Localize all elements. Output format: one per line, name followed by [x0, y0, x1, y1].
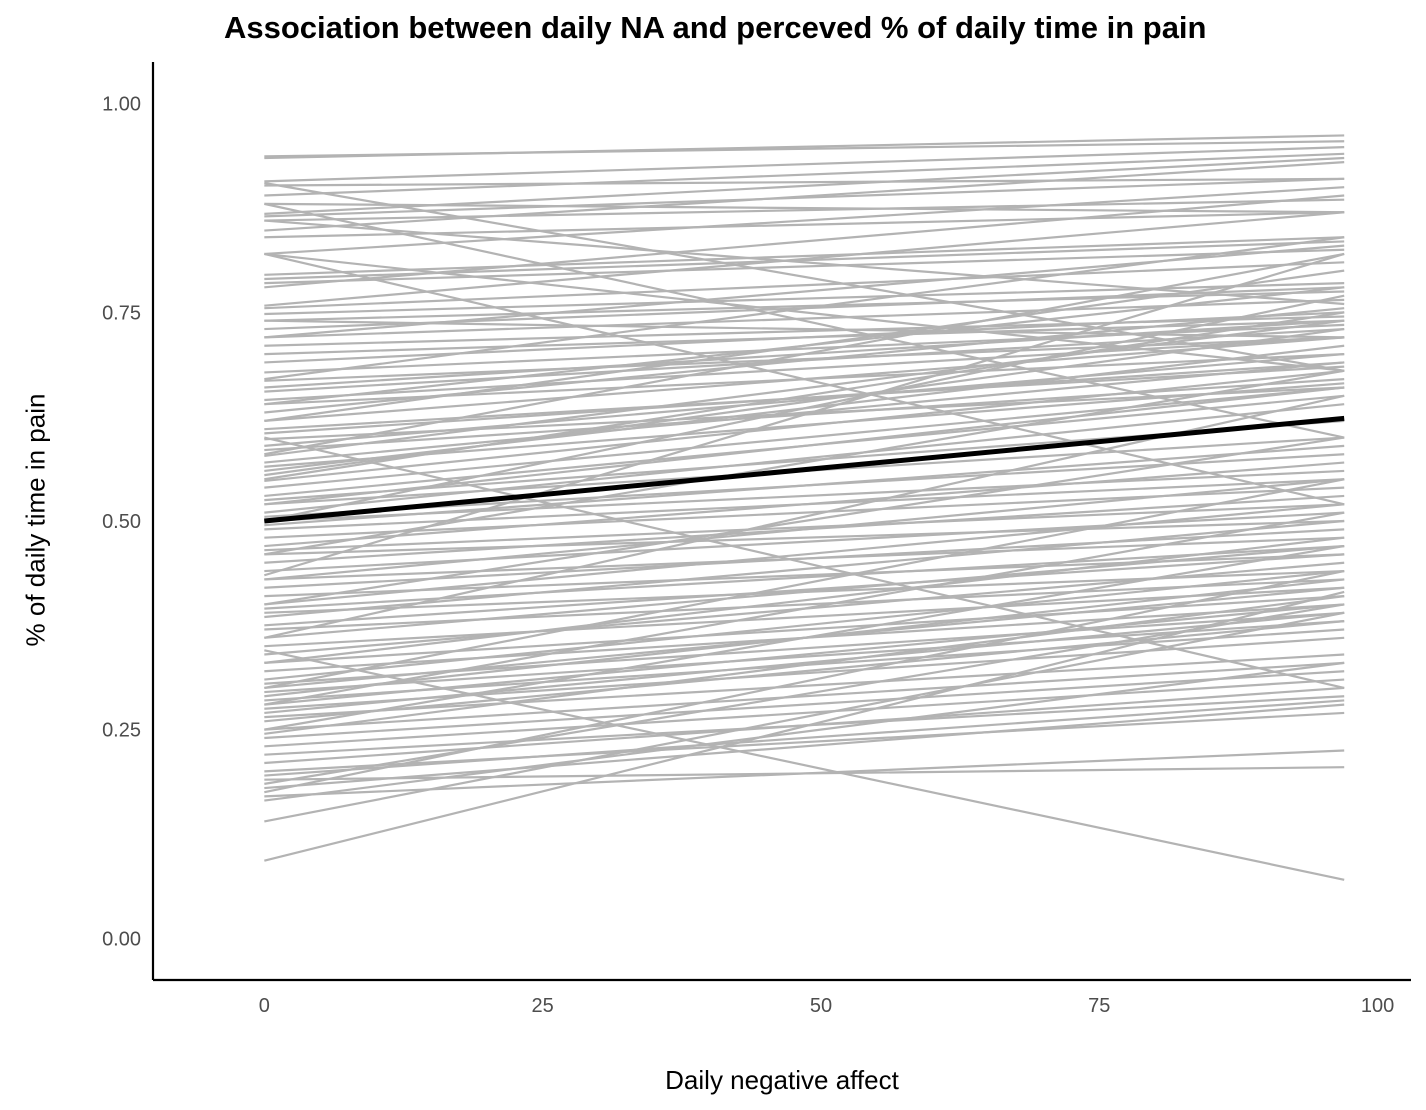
subject-line-15 [264, 194, 1345, 289]
subject-line-42 [264, 369, 1345, 483]
subject-line-104 [264, 252, 1345, 456]
subject-line-112 [264, 311, 1345, 481]
subject-line-60 [264, 528, 1345, 589]
subject-line-120 [264, 344, 1345, 473]
subject-line-47 [264, 403, 1345, 514]
subject-line-118 [264, 478, 1345, 581]
subject-line-91 [264, 711, 1345, 773]
fixed-effect-group [264, 415, 1345, 524]
subject-lines-group [264, 134, 1345, 881]
subject-line-114 [264, 244, 1345, 339]
subject-line-3 [264, 177, 1345, 187]
subject-line-82 [264, 611, 1345, 715]
subject-line-123 [264, 219, 1345, 306]
subject-line-95 [264, 703, 1345, 790]
subject-line-85 [264, 661, 1345, 731]
subject-line-115 [264, 436, 1345, 606]
chart-title: Association between daily NA and perceve… [224, 10, 1207, 45]
subject-line-87 [264, 670, 1345, 740]
subject-line-111 [264, 544, 1345, 731]
y-tick-label-4: 1.00 [102, 94, 141, 116]
subject-line-1 [264, 140, 1345, 158]
subject-line-53 [264, 461, 1345, 548]
subject-line-26 [264, 336, 1345, 382]
subject-line-124 [264, 252, 1345, 372]
subject-line-43 [264, 386, 1345, 489]
subject-line-122 [264, 319, 1345, 339]
subject-line-99 [264, 590, 1345, 862]
subject-line-39 [264, 361, 1345, 464]
subject-line-62 [264, 503, 1345, 606]
subject-line-69 [264, 586, 1345, 648]
subject-line-102 [264, 202, 1345, 439]
subject-line-101 [264, 252, 1345, 506]
subject-line-17 [264, 261, 1345, 310]
subject-line-57 [264, 511, 1345, 573]
y-tick-label-1: 0.25 [102, 720, 141, 742]
x-tick-label-2: 50 [810, 995, 832, 1017]
subject-line-116 [264, 386, 1345, 506]
subject-line-29 [264, 336, 1345, 402]
subject-line-10 [264, 211, 1345, 239]
fixed-effect-line [264, 415, 1345, 524]
subject-line-77 [264, 620, 1345, 694]
y-tick-label-2: 0.50 [102, 511, 141, 533]
subject-line-96 [264, 569, 1345, 794]
subject-line-86 [264, 595, 1345, 735]
x-tick-label-4: 100 [1361, 995, 1394, 1017]
subject-line-121 [264, 286, 1345, 406]
subject-line-38 [264, 319, 1345, 457]
subject-line-80 [264, 603, 1345, 706]
subject-line-6 [264, 156, 1345, 215]
y-tick-label-3: 0.75 [102, 302, 141, 324]
x-tick-label-0: 0 [259, 995, 270, 1017]
tick-labels-group: 0 25 50 75 100 0.00 0.25 0.50 0.75 1.00 [102, 94, 1394, 1017]
subject-line-74 [264, 569, 1345, 681]
x-axis-title: Daily negative affect [665, 1065, 899, 1095]
subject-line-18 [264, 282, 1345, 316]
subject-line-8 [264, 198, 1345, 222]
subject-line-92 [264, 699, 1345, 777]
subject-line-54 [264, 503, 1345, 552]
subject-line-55 [264, 519, 1345, 556]
subject-line-2 [264, 146, 1345, 183]
subject-line-9 [264, 161, 1345, 232]
subject-line-67 [264, 578, 1345, 631]
subject-line-4 [264, 152, 1345, 197]
subject-line-68 [264, 544, 1345, 639]
subject-line-110 [264, 511, 1345, 706]
subject-line-7 [264, 177, 1345, 218]
subject-line-98 [264, 611, 1345, 823]
subject-line-88 [264, 678, 1345, 748]
subject-line-14 [264, 248, 1345, 285]
subject-line-119 [264, 661, 1345, 802]
subject-line-97 [264, 749, 1345, 798]
subject-line-84 [264, 620, 1345, 723]
subject-line-16 [264, 211, 1345, 307]
subject-line-83 [264, 653, 1345, 719]
subject-line-66 [264, 553, 1345, 627]
subject-line-107 [264, 369, 1345, 556]
x-tick-label-1: 25 [532, 995, 554, 1017]
subject-line-12 [264, 236, 1345, 276]
subject-line-24 [264, 311, 1345, 364]
subject-line-65 [264, 519, 1345, 619]
subject-line-50 [264, 444, 1345, 527]
subject-line-109 [264, 478, 1345, 689]
subject-line-100 [264, 436, 1345, 689]
subject-line-36 [264, 352, 1345, 447]
subject-line-94 [264, 603, 1345, 785]
axes-group [151, 62, 1411, 982]
subject-line-117 [264, 536, 1345, 664]
x-tick-label-3: 75 [1088, 995, 1110, 1017]
y-tick-label-0: 0.00 [102, 928, 141, 950]
